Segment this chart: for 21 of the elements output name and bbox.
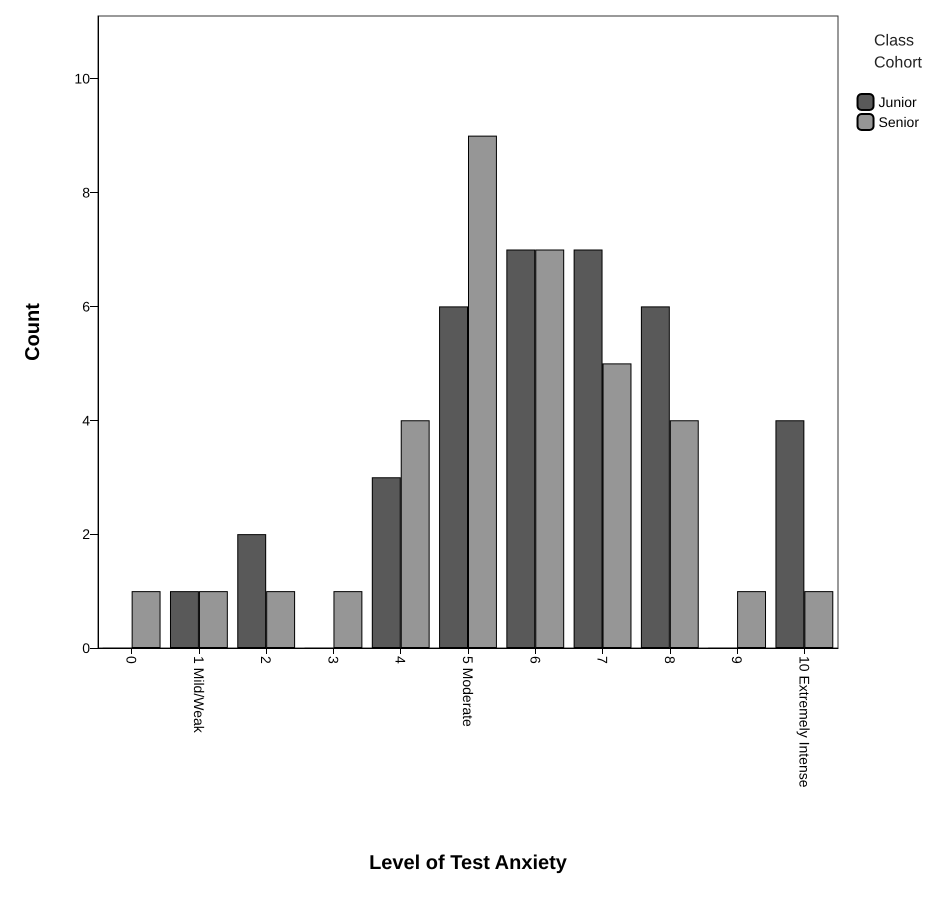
x-tick-label: 1 Mild/Weak: [190, 656, 207, 734]
legend-label: Junior: [878, 94, 917, 110]
y-tick-label: 6: [82, 298, 90, 314]
y-tick-label: 2: [82, 526, 90, 542]
x-tick-label: 2: [258, 656, 274, 664]
x-tick-label: 9: [729, 656, 746, 664]
y-tick-label: 8: [82, 184, 90, 201]
x-tick-label: 4: [392, 656, 409, 664]
x-tick-label: 7: [594, 656, 611, 664]
legend-title: Class Cohort: [874, 32, 923, 72]
x-tick-label: 0: [124, 656, 140, 664]
y-tick-label: 10: [74, 70, 90, 87]
y-axis-title: Count: [22, 302, 44, 361]
x-tick-label: 10 Extremely Intense: [796, 656, 812, 788]
x-tick-label: 6: [527, 656, 544, 664]
legend-label: Senior: [878, 114, 920, 130]
x-tick-label: 3: [325, 656, 342, 664]
y-tick-label: 4: [82, 412, 90, 428]
x-tick-label: 8: [662, 656, 678, 664]
x-tick-label: 5 Moderate: [460, 656, 476, 728]
x-axis-title: Level of Test Anxiety: [369, 852, 568, 874]
